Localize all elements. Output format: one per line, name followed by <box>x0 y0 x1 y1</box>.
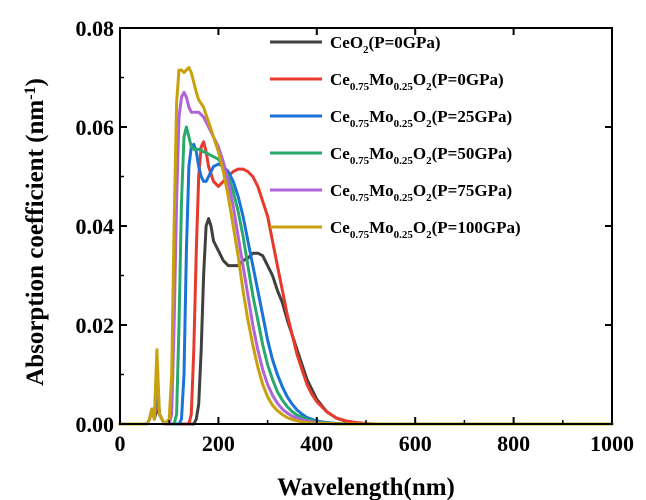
x-tick-label: 400 <box>300 431 333 456</box>
x-tick-label: 800 <box>497 431 530 456</box>
y-axis-title-main: Absorption coefficient (nm <box>22 100 49 386</box>
legend-label-1: CeO2(P=0GPa) <box>330 33 441 56</box>
y-tick-label: 0.04 <box>76 214 115 239</box>
series-line-2 <box>118 140 614 426</box>
x-tick-label: 1000 <box>590 431 634 456</box>
x-tick-label: 200 <box>202 431 235 456</box>
y-axis-title-close: ) <box>22 78 49 86</box>
axes: 0 200 400 600 800 1000 0.00 0.02 0.04 0.06 0.08 <box>76 16 635 456</box>
y-axis-title: Absorption coefficient (nm-1) <box>22 78 50 386</box>
legend-label-2: Ce0.75Mo0.25O2(P=0GPa) <box>330 70 504 93</box>
legend-label-6: Ce0.75Mo0.25O2(P=100GPa) <box>330 218 521 241</box>
y-axis-title-sup: -1 <box>22 86 39 99</box>
x-tick-label: 600 <box>399 431 432 456</box>
y-tick-label: 0.06 <box>76 115 115 140</box>
x-tick-label: 0 <box>115 431 126 456</box>
y-tick-label: 0.08 <box>76 16 115 41</box>
legend-label-5: Ce0.75Mo0.25O2(P=75GPa) <box>330 181 512 204</box>
y-tick-label: 0.00 <box>76 412 115 437</box>
legend: CeO2(P=0GPa) Ce0.75Mo0.25O2(P=0GPa) Ce0.75… <box>270 33 521 241</box>
y-tick-label: 0.02 <box>76 313 115 338</box>
x-axis-title: Wavelength(nm) <box>277 474 455 500</box>
legend-label-3: Ce0.75Mo0.25O2(P=25GPa) <box>330 107 512 130</box>
legend-label-4: Ce0.75Mo0.25O2(P=50GPa) <box>330 144 512 167</box>
